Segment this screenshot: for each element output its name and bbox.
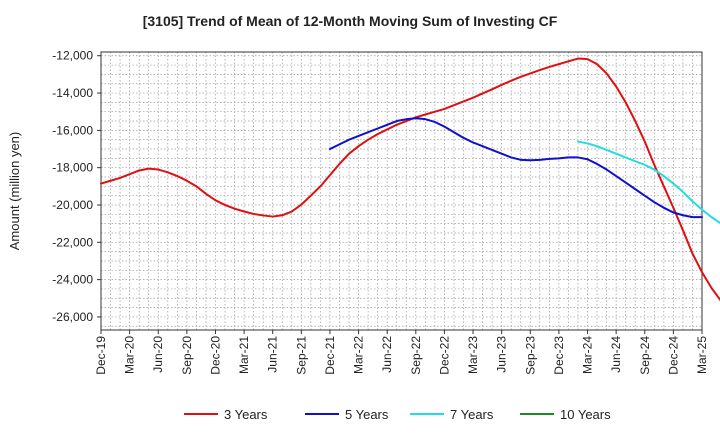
x-tick-label: Jun-22 bbox=[380, 336, 394, 373]
x-tick-label: Dec-24 bbox=[666, 336, 680, 375]
plot-area bbox=[101, 52, 702, 330]
y-tick-label: -16,000 bbox=[52, 123, 93, 137]
y-tick-label: -14,000 bbox=[52, 86, 93, 100]
chart-title: [3105] Trend of Mean of 12-Month Moving … bbox=[143, 13, 558, 29]
x-tick-label: Dec-23 bbox=[552, 336, 566, 375]
y-axis-label: Amount (million yen) bbox=[7, 132, 22, 251]
x-tick-label: Mar-22 bbox=[352, 336, 366, 374]
grid-layer bbox=[101, 52, 702, 330]
x-tick-label: Sep-23 bbox=[523, 336, 537, 375]
x-tick-label: Mar-24 bbox=[581, 336, 595, 374]
legend-label-7-years: 7 Years bbox=[450, 407, 494, 422]
series-line-5-years bbox=[328, 117, 703, 219]
x-tick-label: Jun-24 bbox=[609, 336, 623, 373]
series-layer bbox=[100, 57, 720, 302]
x-tick-label: Mar-25 bbox=[695, 336, 709, 374]
x-tick-label: Sep-21 bbox=[294, 336, 308, 375]
legend-label-10-years: 10 Years bbox=[560, 407, 611, 422]
x-tick-label: Sep-20 bbox=[180, 336, 194, 375]
x-tick-label: Sep-22 bbox=[409, 336, 423, 375]
x-tick-label: Jun-23 bbox=[495, 336, 509, 373]
x-tick-label: Sep-24 bbox=[638, 336, 652, 375]
y-tick-label: -26,000 bbox=[52, 310, 93, 324]
series-line-7-years bbox=[576, 140, 720, 225]
series-line-3-years bbox=[100, 57, 720, 302]
x-tick-label: Jun-21 bbox=[266, 336, 280, 373]
x-tick-label: Dec-22 bbox=[437, 336, 451, 375]
x-tick-label: Mar-21 bbox=[237, 336, 251, 374]
y-tick-label: -20,000 bbox=[52, 198, 93, 212]
plot-border bbox=[100, 51, 703, 331]
y-tick-layer: -12,000 -14,000 -16,000 -18,000 -20,000 -22,0… bbox=[52, 49, 101, 324]
legend-label-3-years: 3 Years bbox=[224, 407, 268, 422]
x-tick-layer: Dec-19 Mar-20 Jun-20 Sep-20 Dec-20 Mar-21 Jun-… bbox=[94, 330, 709, 375]
y-tick-label: -12,000 bbox=[52, 49, 93, 63]
x-tick-label: Dec-20 bbox=[208, 336, 222, 375]
legend: 3 Years 5 Years 7 Years 10 Years bbox=[184, 407, 611, 422]
x-tick-label: Dec-19 bbox=[94, 336, 108, 375]
y-tick-label: -24,000 bbox=[52, 273, 93, 287]
y-tick-label: -22,000 bbox=[52, 235, 93, 249]
x-tick-label: Dec-21 bbox=[323, 336, 337, 375]
x-tick-label: Mar-23 bbox=[466, 336, 480, 374]
x-tick-label: Mar-20 bbox=[123, 336, 137, 374]
legend-label-5-years: 5 Years bbox=[345, 407, 389, 422]
y-tick-label: -18,000 bbox=[52, 161, 93, 175]
x-tick-label: Jun-20 bbox=[151, 336, 165, 373]
